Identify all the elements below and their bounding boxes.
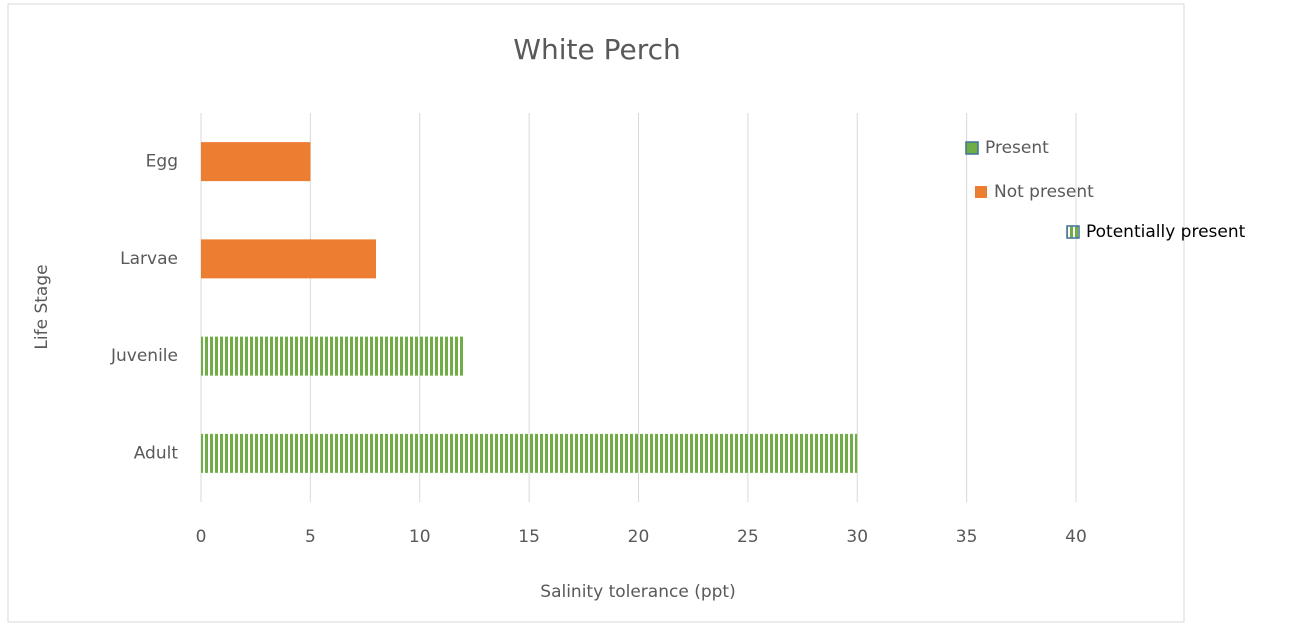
bar [201, 239, 376, 279]
chart-border [7, 3, 1185, 623]
y-tick-label: Juvenile [110, 346, 178, 366]
x-tick-label: 15 [518, 527, 540, 547]
legend-label: Potentially present [1086, 222, 1246, 242]
x-tick-label: 25 [737, 527, 759, 547]
x-tick-label: 5 [305, 527, 316, 547]
x-tick-label: 0 [196, 527, 207, 547]
y-axis-title: Life Stage [32, 264, 52, 349]
legend-marker [1066, 225, 1080, 239]
x-tick-label: 35 [956, 527, 978, 547]
x-tick-label: 40 [1065, 527, 1087, 547]
y-tick-label: Larvae [120, 249, 178, 269]
x-tick-label: 10 [409, 527, 431, 547]
bar [201, 142, 311, 182]
x-axis-title: Salinity tolerance (ppt) [540, 582, 735, 602]
bar [201, 433, 858, 473]
x-tick-label: 30 [846, 527, 868, 547]
bar [201, 336, 464, 376]
legend-marker [965, 141, 979, 155]
x-tick-label: 20 [628, 527, 650, 547]
y-tick-label: Adult [134, 443, 179, 463]
chart-title: White Perch [513, 33, 680, 66]
y-tick-label: Egg [146, 152, 178, 172]
legend-marker [975, 186, 987, 198]
legend-label: Present [985, 138, 1049, 158]
legend-label: Not present [994, 182, 1094, 202]
